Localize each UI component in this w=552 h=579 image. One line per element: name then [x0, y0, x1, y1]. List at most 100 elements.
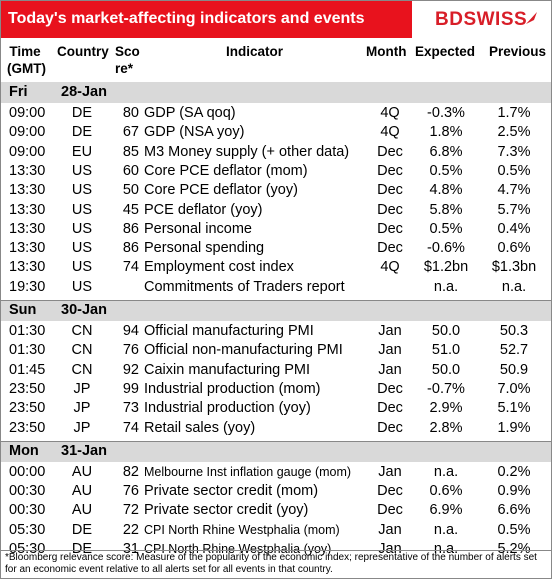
cell-previous: 5.1% [497, 400, 531, 417]
cell-indicator: Core PCE deflator (yoy) [144, 182, 298, 199]
cell-country: JP [73, 400, 91, 417]
cell-country: CN [71, 342, 93, 359]
cell-score: 94 [122, 323, 139, 339]
cell-previous: $1.3bn [491, 259, 537, 276]
brand-logo: BDSWISS [412, 1, 551, 38]
footnote-divider [1, 550, 551, 551]
cell-expected: -0.7% [427, 380, 465, 397]
cell-time: 19:30 [9, 278, 46, 295]
cell-time: 23:50 [9, 400, 46, 417]
cell-previous: 0.6% [497, 240, 531, 257]
cell-indicator: GDP (SA qoq) [144, 105, 236, 121]
table-row: 19:30 US Commitments of Traders report n.a.… [1, 278, 551, 297]
cell-score: 92 [122, 361, 139, 378]
cell-expected: 6.8% [429, 143, 463, 160]
cell-indicator: Commitments of Traders report [144, 278, 345, 295]
date-label: 31-Jan [61, 442, 107, 459]
cell-previous: 0.5% [497, 521, 531, 538]
cell-indicator: Personal spending [144, 240, 265, 257]
day-band: Fri 28-Jan [1, 82, 551, 103]
cell-indicator: Private sector credit (mom) [144, 483, 319, 500]
cell-expected: 5.8% [429, 201, 463, 218]
cell-month: Dec [377, 400, 403, 417]
col-previous: Previous [489, 44, 547, 59]
cell-indicator: CPI North Rhine Westphalia (mom) [144, 522, 340, 537]
cell-expected: n.a. [433, 463, 459, 480]
cell-time: 01:45 [9, 361, 46, 378]
col-score: Sco re* [115, 44, 140, 76]
table-row: 00:00 AU 82 Melbourne Inst inflation gauge … [1, 463, 551, 482]
cell-country: DE [71, 521, 93, 538]
cell-score: 60 [122, 162, 139, 179]
cell-score: 99 [122, 380, 139, 397]
page-title: Today's market-affecting indicators and … [8, 10, 365, 27]
cell-score: 86 [122, 240, 139, 257]
cell-indicator: Official non-manufacturing PMI [144, 342, 343, 359]
swoosh-icon [526, 12, 537, 24]
cell-time: 13:30 [9, 201, 46, 218]
cell-month: Jan [378, 541, 402, 557]
day-label: Mon [9, 442, 39, 459]
table-row: 09:00 DE 67 GDP (NSA yoy) 4Q 1.8% 2.5% [1, 123, 551, 142]
cell-month: Dec [377, 182, 403, 199]
cell-indicator: Employment cost index [144, 259, 294, 276]
cell-expected: 0.5% [429, 162, 463, 179]
cell-country: DE [71, 541, 93, 557]
table-row: 13:30 US 50 Core PCE deflator (yoy) Dec 4.8% 4… [1, 181, 551, 200]
cell-month: Dec [377, 419, 403, 436]
cell-indicator: Official manufacturing PMI [144, 323, 314, 339]
cell-previous: 1.7% [497, 105, 531, 121]
cell-time: 13:30 [9, 259, 46, 276]
cell-month: Jan [378, 342, 402, 359]
cell-indicator: M3 Money supply (+ other data) [144, 143, 350, 160]
cell-previous: 7.3% [497, 143, 531, 160]
cell-score: 74 [122, 419, 139, 436]
table-row: 05:30 DE 31 CPI North Rhine Westphalia (yoy… [1, 540, 551, 559]
cell-expected: 2.8% [429, 419, 463, 436]
cell-expected: -0.3% [427, 105, 465, 121]
cell-indicator: Private sector credit (yoy) [144, 502, 309, 519]
cell-score: 80 [122, 105, 139, 121]
cell-month: Jan [378, 463, 402, 480]
cell-month: 4Q [380, 259, 400, 276]
cell-time: 05:30 [9, 521, 46, 538]
cell-score: 86 [122, 220, 139, 237]
cell-time: 09:00 [9, 124, 46, 141]
table-row: 13:30 US 86 Personal income Dec 0.5% 0.4% [1, 220, 551, 239]
table-row: 05:30 DE 22 CPI North Rhine Westphalia (mom… [1, 521, 551, 540]
cell-country: US [71, 201, 93, 218]
table-row: 13:30 US 86 Personal spending Dec -0.6% 0.6% [1, 239, 551, 258]
table-row: 23:50 JP 74 Retail sales (yoy) Dec 2.8% 1.9% [1, 419, 551, 438]
cell-previous: 7.0% [497, 380, 531, 397]
cell-previous: 4.7% [497, 182, 531, 199]
table-row: 23:50 JP 73 Industrial production (yoy) Dec 2… [1, 399, 551, 418]
cell-time: 23:50 [9, 380, 46, 397]
col-month: Month [366, 44, 407, 59]
cell-country: JP [73, 380, 91, 397]
cell-month: Dec [377, 502, 403, 519]
cell-country: US [71, 278, 93, 295]
cell-expected: 50.0 [431, 323, 461, 339]
cell-previous: 0.5% [497, 162, 531, 179]
cell-previous: 1.9% [497, 419, 531, 436]
cell-country: US [71, 259, 93, 276]
cell-previous: 5.2% [497, 541, 531, 557]
cell-country: US [71, 162, 93, 179]
col-expected: Expected [415, 44, 476, 59]
cell-previous: n.a. [501, 278, 527, 295]
brand-name: BDSWISS [435, 9, 528, 30]
cell-indicator: PCE deflator (yoy) [144, 201, 263, 218]
cell-score: 22 [122, 521, 139, 538]
cell-indicator: Industrial production (mom) [144, 380, 321, 397]
cell-expected: 6.9% [429, 502, 463, 519]
cell-expected: n.a. [433, 521, 459, 538]
cell-month: Dec [377, 483, 403, 500]
cell-country: AU [71, 502, 93, 519]
table-row: 01:45 CN 92 Caixin manufacturing PMI Jan 50.0… [1, 361, 551, 380]
cell-expected: 0.5% [429, 220, 463, 237]
cell-previous: 0.2% [497, 463, 531, 480]
cell-previous: 50.9 [499, 361, 529, 378]
cell-score: 74 [122, 259, 139, 276]
cell-country: CN [71, 361, 93, 378]
cell-indicator: Caixin manufacturing PMI [144, 361, 311, 378]
